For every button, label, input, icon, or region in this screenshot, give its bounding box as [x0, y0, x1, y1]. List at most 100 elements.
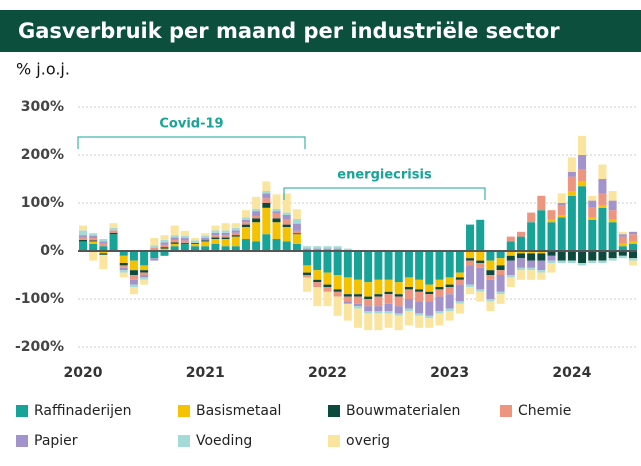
bar-segment — [292, 230, 301, 234]
bar-segment — [384, 313, 393, 328]
bar-segment — [79, 237, 87, 240]
bar-segment — [537, 260, 546, 271]
bar-segment — [241, 210, 250, 218]
legend-label: overig — [346, 433, 390, 449]
annotation-bracket — [283, 187, 486, 200]
bar-segment — [292, 223, 301, 231]
bar-segment — [476, 263, 485, 268]
bar-segment — [191, 238, 200, 241]
bar-segment — [354, 279, 362, 295]
legend-label: Voeding — [196, 433, 252, 449]
bar-segment — [323, 248, 332, 251]
bar-segment — [537, 272, 546, 280]
bar-segment — [323, 291, 332, 307]
bar-segment — [241, 222, 250, 225]
bar-segment — [547, 210, 556, 220]
bar-segment — [608, 258, 617, 261]
bar-segment — [629, 231, 637, 235]
bar-segment — [119, 267, 128, 271]
bar-segment — [496, 291, 505, 295]
bar-segment — [323, 287, 332, 292]
bar-segment — [272, 239, 281, 251]
bar-segment — [608, 219, 617, 223]
bar-segment — [323, 284, 332, 287]
bar-segment — [89, 241, 98, 244]
bar-segment — [333, 248, 342, 251]
bar-segment — [425, 301, 434, 316]
y-tick-label: 100% — [21, 195, 64, 211]
bar-segment — [109, 227, 118, 231]
legend-label: Bouwmaterialen — [346, 403, 460, 419]
bar-segment — [415, 301, 424, 314]
bar-segment — [598, 179, 607, 194]
bar-segment — [394, 306, 403, 314]
bar-segment — [272, 194, 281, 209]
bar-segment — [547, 260, 556, 263]
bar-segment — [598, 251, 607, 261]
bar-segment — [527, 251, 536, 254]
bar-segment — [292, 218, 301, 224]
bar-segment — [476, 251, 485, 261]
bar-segment — [527, 212, 536, 223]
bar-segment — [537, 210, 546, 251]
bar-segment — [180, 230, 189, 236]
bar-segment — [557, 205, 566, 215]
bar-segment — [425, 294, 434, 302]
bar-segment — [618, 243, 627, 247]
bar-segment — [343, 296, 352, 302]
legend-label: Raffinaderijen — [34, 403, 132, 419]
bar-segment — [99, 254, 108, 270]
bar-segment — [201, 238, 210, 241]
bar-segment — [313, 246, 322, 249]
bar-segment — [303, 246, 312, 249]
bar-segment — [129, 270, 138, 275]
bar-segment — [618, 234, 627, 237]
bar-segment — [343, 294, 352, 297]
bar-segment — [180, 235, 189, 239]
bar-segment — [364, 299, 373, 307]
bar-segment — [486, 251, 495, 261]
bar-segment — [109, 232, 118, 235]
legend-swatch — [328, 405, 340, 417]
bar-segment — [221, 223, 230, 231]
bar-segment — [384, 294, 393, 304]
bar-segment — [588, 219, 597, 251]
bar-segment — [231, 235, 240, 237]
bar-segment — [435, 311, 444, 314]
bar-segment — [506, 277, 515, 287]
bar-segment — [547, 263, 556, 273]
bar-segment — [445, 251, 454, 278]
bar-segment — [618, 246, 627, 251]
bar-segment — [445, 277, 454, 285]
bar-segment — [241, 224, 250, 227]
bar-segment — [313, 270, 322, 280]
bar-segment — [384, 251, 393, 280]
bar-segment — [333, 296, 342, 316]
bar-segment — [201, 241, 210, 247]
bar-segment — [527, 267, 536, 271]
bar-segment — [354, 251, 362, 280]
bar-segment — [608, 191, 617, 201]
bar-segment — [578, 263, 587, 266]
bar-segment — [516, 231, 525, 237]
bar-segment — [201, 235, 210, 239]
bar-segment — [170, 225, 179, 236]
bar-segment — [79, 239, 87, 242]
bar-segment — [435, 251, 444, 280]
bar-segment — [313, 282, 322, 287]
bar-segment — [99, 253, 108, 255]
bar-segment — [333, 246, 342, 249]
bar-segment — [486, 279, 495, 299]
bar-segment — [537, 270, 546, 273]
bar-segment — [282, 227, 291, 242]
bar-segment — [272, 208, 281, 212]
bar-segment — [516, 270, 525, 280]
bar-segment — [292, 234, 301, 244]
bar-segment — [89, 251, 98, 261]
bar-segment — [527, 260, 536, 268]
bar-segment — [567, 191, 576, 196]
bar-segment — [252, 241, 261, 251]
bar-segment — [129, 275, 138, 280]
bar-segment — [354, 308, 362, 328]
